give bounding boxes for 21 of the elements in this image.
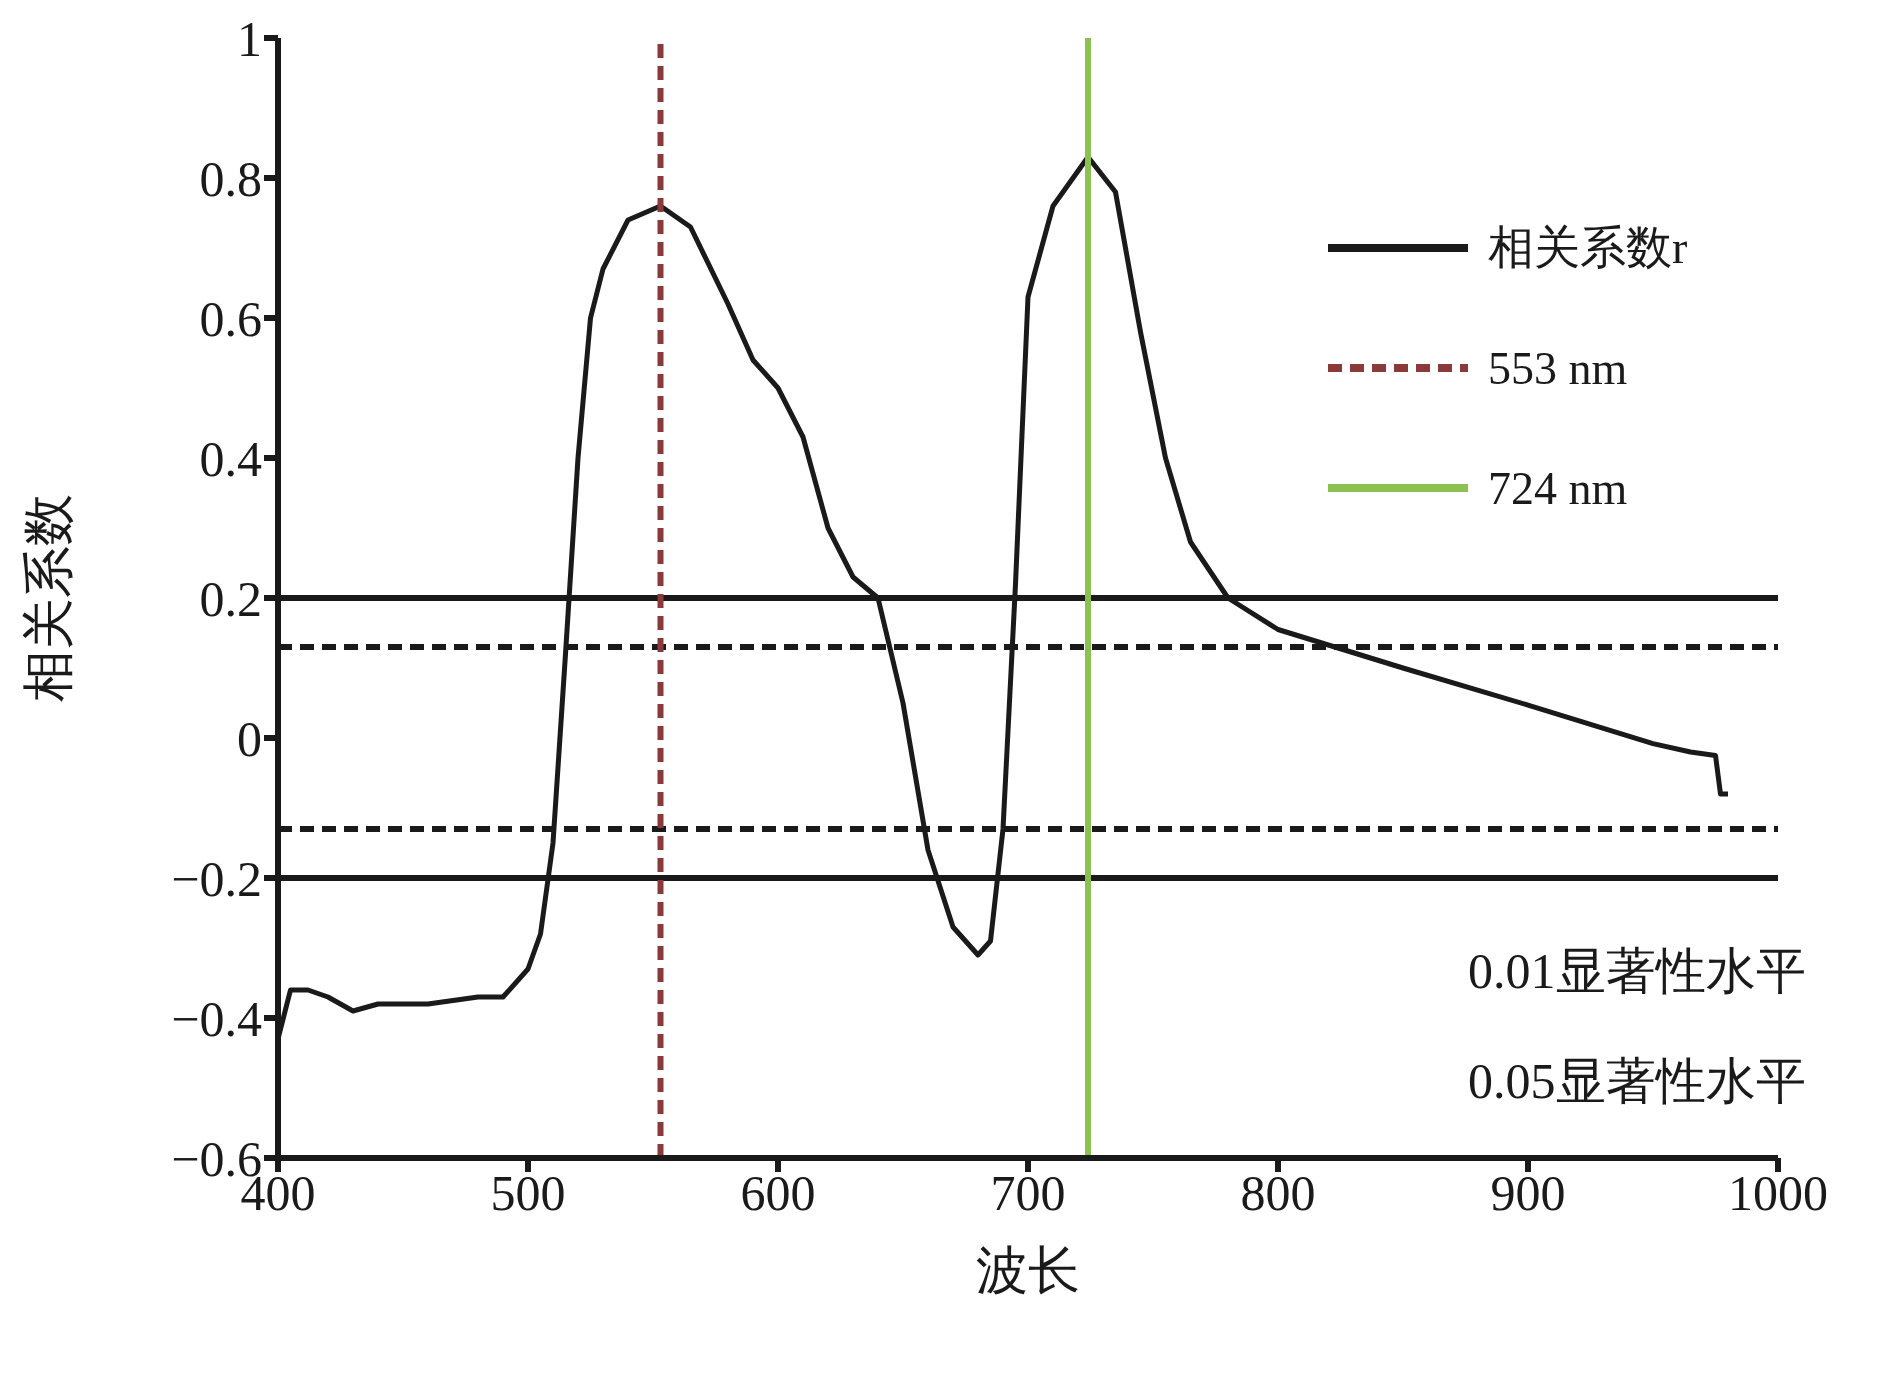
y-tick-label: 0.8 <box>199 150 262 207</box>
x-tick-label: 900 <box>1490 1164 1566 1221</box>
y-tick-label: 0.6 <box>199 290 262 347</box>
x-tick-label: 500 <box>490 1164 566 1221</box>
legend-label: 相关系数r <box>1488 221 1688 275</box>
x-tick-label: 800 <box>1240 1164 1316 1221</box>
x-tick-label: 700 <box>990 1164 1066 1221</box>
legend-label: 553 nm <box>1488 341 1628 395</box>
y-tick-label: 0.4 <box>199 430 262 487</box>
y-axis-title: 相关系数 <box>20 494 78 702</box>
y-tick-label: 0 <box>237 710 262 767</box>
x-tick-label: 600 <box>740 1164 816 1221</box>
x-tick-label: 1000 <box>1728 1164 1828 1221</box>
y-tick-label: 0.2 <box>199 570 262 627</box>
x-axis-title: 波长 <box>976 1242 1080 1299</box>
annotation: 0.01显著性水平 <box>1468 942 1806 1001</box>
y-tick-label: −0.4 <box>171 990 262 1047</box>
y-tick-label: −0.2 <box>171 850 262 907</box>
annotation: 0.05显著性水平 <box>1468 1052 1806 1111</box>
legend-label: 724 nm <box>1488 461 1628 515</box>
y-tick-label: 1 <box>237 10 262 67</box>
